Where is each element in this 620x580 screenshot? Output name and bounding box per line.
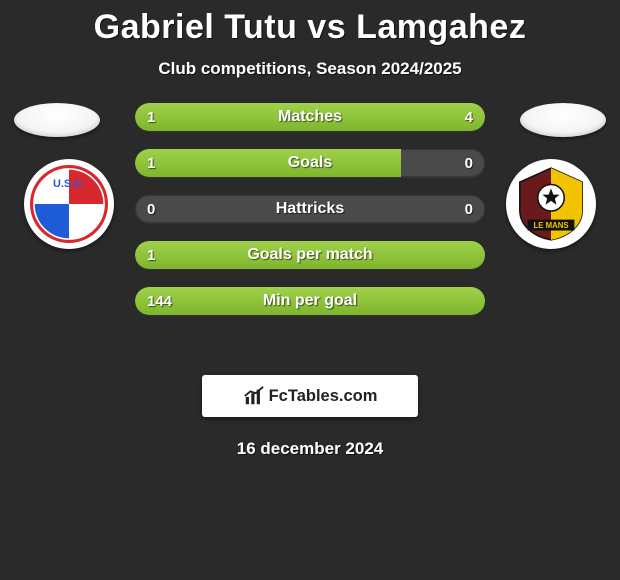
stat-track [135,103,485,131]
page-title: Gabriel Tutu vs Lamgahez [0,0,620,47]
brand-chart-icon [243,385,265,407]
player-right-oval [520,103,606,137]
stat-row: Hattricks00 [135,195,485,223]
comparison-arena: U.S.C. LE MANS Matches14 Goals10 Hattricks… [0,103,620,353]
brand-box: FcTables.com [202,375,418,417]
stat-fill-left [135,103,205,131]
stat-row: Matches14 [135,103,485,131]
date-text: 16 december 2024 [0,439,620,459]
stat-fill-left [135,149,401,177]
club-badge-left: U.S.C. [24,159,114,249]
stat-track [135,195,485,223]
stat-track [135,287,485,315]
stat-row: Min per goal144 [135,287,485,315]
stat-track [135,241,485,269]
svg-text:LE MANS: LE MANS [533,221,568,230]
club-crest-left-icon: U.S.C. [30,165,108,243]
stat-track [135,149,485,177]
stat-row: Goals per match1 [135,241,485,269]
stat-bars: Matches14 Goals10 Hattricks00 Goals per mat… [135,103,485,315]
svg-text:U.S.C.: U.S.C. [53,178,85,190]
player-left-oval [14,103,100,137]
brand-text: FcTables.com [269,387,378,406]
stat-fill-left [135,287,485,315]
stat-row: Goals10 [135,149,485,177]
stat-fill-right [205,103,485,131]
stat-fill-left [135,241,485,269]
subtitle: Club competitions, Season 2024/2025 [0,59,620,79]
club-crest-right-icon: LE MANS [512,165,590,243]
club-badge-right: LE MANS [506,159,596,249]
